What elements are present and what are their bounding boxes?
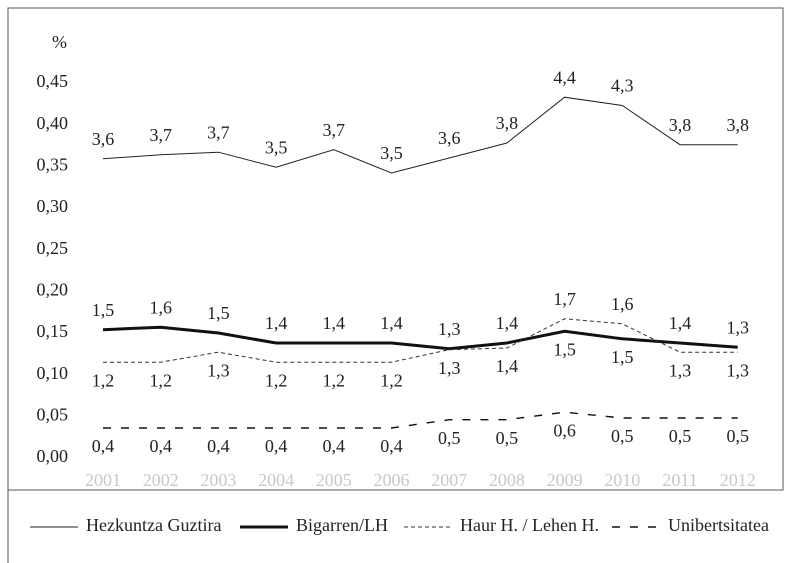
y-tick-label: 0,15 [37,321,69,341]
y-tick-label: 0,30 [37,196,69,216]
data-label: 0,5 [611,426,634,446]
data-label: 1,6 [611,294,634,314]
x-tick-label: 2008 [489,470,525,490]
y-tick-label: 0,40 [37,113,69,133]
data-label: 1,5 [553,339,576,359]
frame [7,7,784,491]
y-tick-label: 0,05 [37,404,69,424]
x-tick-label: 2010 [604,470,640,490]
data-label: 1,7 [553,289,576,309]
data-label: 1,5 [92,300,115,320]
y-tick-label: 0,35 [37,154,69,174]
x-tick-label: 2007 [431,470,467,490]
data-label: 1,4 [669,313,692,333]
data-label: 0,4 [149,436,172,456]
legend-label: Bigarren/LH [296,515,388,535]
series-line [103,411,738,429]
data-label: 1,3 [726,317,749,337]
y-tick-label: 0,45 [37,71,69,91]
x-tick-label: 2006 [374,470,410,490]
series-line [103,318,738,363]
data-label: 1,3 [669,360,692,380]
data-label: 3,5 [265,137,288,157]
data-label: 3,5 [380,143,403,163]
data-label: 1,4 [496,356,519,376]
data-label: 0,4 [92,436,115,456]
data-label: 3,7 [149,125,172,145]
data-label: 1,4 [323,313,346,333]
data-label: 0,4 [380,436,403,456]
data-label: 1,5 [611,347,634,367]
data-label: 1,2 [92,370,115,390]
data-label: 1,4 [496,313,519,333]
legend-label: Unibertsitatea [668,515,769,535]
data-label: 0,5 [669,426,692,446]
y-tick-label: 0,20 [37,279,69,299]
y-tick-label: 0,00 [37,446,69,466]
data-label: 3,8 [496,113,519,133]
data-label: 0,4 [265,436,288,456]
y-tick-label: 0,25 [37,238,69,258]
x-tick-label: 2001 [85,470,121,490]
data-label: 1,4 [380,313,403,333]
data-label: 3,7 [323,120,346,140]
data-label: 1,4 [265,313,288,333]
x-tick-label: 2009 [547,470,583,490]
data-label: 1,3 [726,360,749,380]
x-tick-label: 2005 [316,470,352,490]
legend-label: Hezkuntza Guztira [86,515,221,535]
data-label: 3,6 [92,129,115,149]
data-label: 0,5 [726,426,749,446]
data-label: 0,5 [438,428,461,448]
x-tick-label: 2003 [200,470,236,490]
data-label: 1,3 [438,319,461,339]
x-tick-label: 2011 [662,470,697,490]
data-label: 3,6 [438,128,461,148]
x-tick-label: 2012 [720,470,756,490]
data-label: 0,4 [323,436,346,456]
data-label: 1,3 [207,360,230,380]
data-label: 4,4 [553,67,576,87]
data-label: 4,3 [611,76,634,96]
legend-label: Haur H. / Lehen H. [460,515,599,535]
data-label: 3,8 [669,115,692,135]
data-label: 1,5 [207,303,230,323]
data-label: 1,2 [149,370,172,390]
data-label: 1,3 [438,358,461,378]
x-tick-label: 2002 [143,470,179,490]
data-label: 0,5 [496,428,519,448]
data-label: 1,6 [149,297,172,317]
y-tick-label: 0,10 [37,363,69,383]
series-line [102,325,738,351]
data-label: 1,2 [265,370,288,390]
x-tick-label: 2004 [258,470,294,490]
data-label: 3,8 [726,115,749,135]
data-label: 1,2 [380,370,403,390]
y-axis-label: % [52,32,67,52]
data-label: 3,7 [207,122,230,142]
data-label: 0,6 [553,420,576,440]
series-line [102,96,738,174]
data-label: 0,4 [207,436,230,456]
data-label: 1,2 [323,370,346,390]
